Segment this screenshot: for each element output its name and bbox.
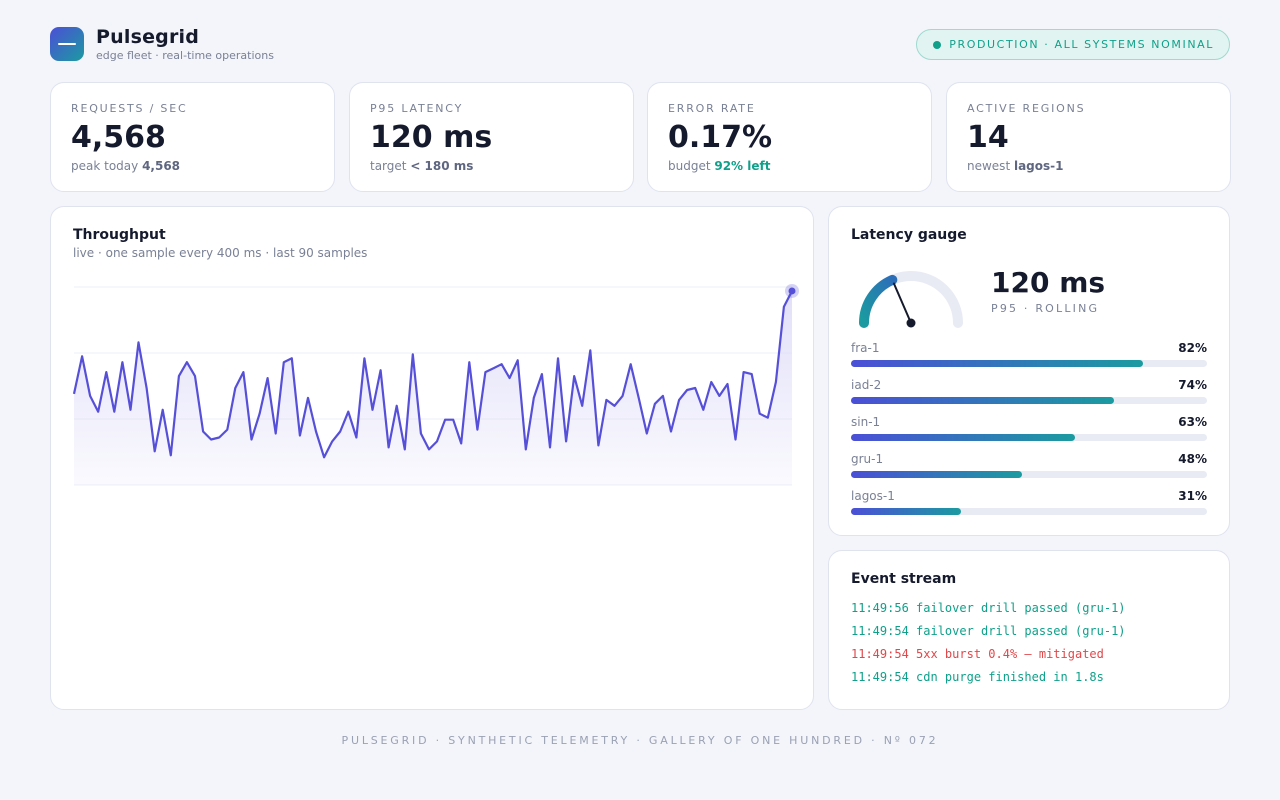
latest-point [788, 287, 796, 295]
region-bar-fill [851, 397, 1115, 404]
gauge-hub [906, 318, 916, 328]
latency-gauge [859, 271, 963, 328]
event-list: 11:49:56 failover drill passed (gru-1) 1… [851, 601, 1126, 693]
region-name: fra-1 [851, 341, 880, 355]
status-badge[interactable]: PRODUCTION · ALL SYSTEMS NOMINAL [916, 29, 1230, 60]
app-subtitle: edge fleet · real-time operations [96, 49, 274, 62]
region-name: gru-1 [851, 452, 884, 466]
region-row-iad-2[interactable]: iad-2 74% [851, 378, 1207, 410]
stat-value: 120 ms [370, 120, 493, 155]
status-text: PRODUCTION · ALL SYSTEMS NOMINAL [949, 38, 1214, 51]
stat-value: 14 [967, 120, 1009, 155]
event-item[interactable]: 11:49:54 5xx burst 0.4% — mitigated [851, 647, 1104, 661]
gauge-needle [892, 282, 912, 324]
event-stream-title: Event stream [851, 571, 957, 587]
stat-value: 4,568 [71, 120, 166, 155]
region-percent: 31% [1178, 489, 1207, 503]
throughput-area [74, 291, 792, 485]
stat-label: REQUESTS / SEC [71, 102, 188, 115]
region-row-gru-1[interactable]: gru-1 48% [851, 452, 1207, 484]
stat-label: P95 LATENCY [370, 102, 464, 115]
app-title: Pulsegrid [96, 26, 200, 48]
stat-sub: peak today 4,568 [71, 159, 181, 173]
app-logo-icon [50, 27, 84, 61]
stat-sub: target < 180 ms [370, 159, 474, 173]
region-bar-track [851, 434, 1207, 441]
region-bar-track [851, 471, 1207, 478]
gauge-title: Latency gauge [851, 227, 967, 243]
header: Pulsegrid edge fleet · real-time operati… [50, 26, 1230, 62]
footer: PULSEGRID · SYNTHETIC TELEMETRY · GALLER… [341, 734, 939, 747]
region-name: iad-2 [851, 378, 882, 392]
gauge-value: 120 ms [991, 266, 1106, 299]
stat-label: ERROR RATE [668, 102, 756, 115]
region-bar-track [851, 397, 1207, 404]
region-percent: 74% [1178, 378, 1207, 392]
event-item[interactable]: 11:49:56 failover drill passed (gru-1) [851, 601, 1126, 615]
region-percent: 63% [1178, 415, 1207, 429]
event-stream-panel: Event stream 11:49:56 failover drill pas… [828, 550, 1230, 710]
region-bar-fill [851, 434, 1076, 441]
region-bar-track [851, 360, 1207, 367]
region-name: lagos-1 [851, 489, 895, 503]
region-row-fra-1[interactable]: fra-1 82% [851, 341, 1207, 373]
status-dot-icon [933, 40, 942, 49]
region-percent: 82% [1178, 341, 1207, 355]
region-name: sin-1 [851, 415, 881, 429]
gauge-arc [859, 274, 898, 328]
region-bar-fill [851, 471, 1022, 478]
region-percent: 48% [1178, 452, 1207, 466]
region-bar-track [851, 508, 1207, 515]
throughput-title: Throughput [73, 227, 166, 243]
stat-card-error-rate[interactable]: ERROR RATE 0.17% budget 92% left [647, 82, 932, 192]
throughput-chart[interactable] [51, 207, 815, 711]
region-row-lagos-1[interactable]: lagos-1 31% [851, 489, 1207, 521]
stat-card-requests[interactable]: REQUESTS / SEC 4,568 peak today 4,568 [50, 82, 335, 192]
stat-sub: newest lagos-1 [967, 159, 1064, 173]
stat-label: ACTIVE REGIONS [967, 102, 1086, 115]
stat-card-regions[interactable]: ACTIVE REGIONS 14 newest lagos-1 [946, 82, 1231, 192]
region-bar-fill [851, 508, 962, 515]
event-item[interactable]: 11:49:54 failover drill passed (gru-1) [851, 624, 1126, 638]
gauge-caption: P95 · ROLLING [991, 302, 1100, 315]
region-bar-fill [851, 360, 1143, 367]
stat-sub: budget 92% left [668, 159, 771, 173]
throughput-panel: Throughput live · one sample every 400 m… [50, 206, 814, 710]
latency-gauge-panel: Latency gauge 120 ms P95 · ROLLING fra-1… [828, 206, 1230, 536]
stat-card-latency[interactable]: P95 LATENCY 120 ms target < 180 ms [349, 82, 634, 192]
region-row-sin-1[interactable]: sin-1 63% [851, 415, 1207, 447]
throughput-subtitle: live · one sample every 400 ms · last 90… [73, 246, 368, 260]
throughput-line [72, 290, 793, 459]
stat-value: 0.17% [668, 120, 773, 155]
event-item[interactable]: 11:49:54 cdn purge finished in 1.8s [851, 670, 1104, 684]
